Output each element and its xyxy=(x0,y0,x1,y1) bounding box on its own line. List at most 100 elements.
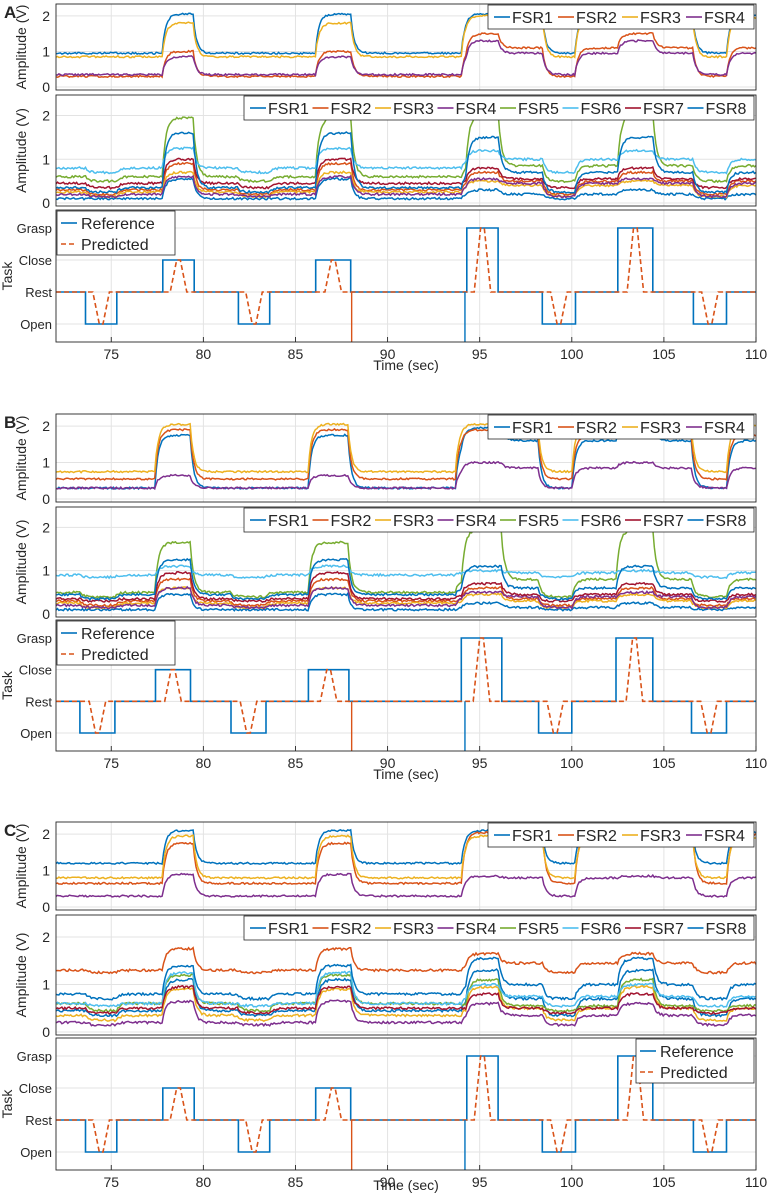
legend-box xyxy=(487,822,755,848)
panel-label: C xyxy=(4,821,16,840)
legend-label: FSR3 xyxy=(393,921,434,938)
legend-label: Reference xyxy=(660,1044,734,1061)
legend-label: FSR3 xyxy=(640,828,681,845)
subplot-fsr8: 0 1 2 Amplitude (V) FSR1 FSR2 FSR3 FSR4 FSR5 FSR6… xyxy=(13,94,757,211)
y-tick-label: 1 xyxy=(42,977,50,993)
y-tick-label: 1 xyxy=(42,863,50,879)
y-axis-label: Amplitude (V) xyxy=(13,416,29,501)
y-tick-label: 2 xyxy=(42,418,50,434)
x-tick-label: 80 xyxy=(196,1174,212,1190)
axes-box xyxy=(55,413,757,503)
legend-label: FSR7 xyxy=(643,101,684,118)
legend-label: FSR2 xyxy=(576,420,617,437)
x-tick-label: 75 xyxy=(103,755,119,771)
y-axis-label: Task xyxy=(0,1089,15,1119)
x-tick-label: 110 xyxy=(745,755,768,771)
series-fsr1 xyxy=(55,591,757,612)
legend-label: FSR7 xyxy=(643,513,684,530)
x-tick-label: 100 xyxy=(560,755,584,771)
x-tick-label: 110 xyxy=(745,346,768,362)
y-tick-label: 0 xyxy=(42,606,50,622)
y-tick-label: 0 xyxy=(42,899,50,915)
y-tick-label: Open xyxy=(20,726,52,741)
y-axis-label: Amplitude (V) xyxy=(13,108,29,193)
series-predicted xyxy=(56,1055,756,1153)
legend-label: FSR6 xyxy=(581,513,622,530)
y-tick-label: 2 xyxy=(42,108,50,124)
legend-box xyxy=(487,414,755,440)
x-tick-label: 90 xyxy=(380,755,396,771)
x-tick-label: 110 xyxy=(745,1174,768,1190)
x-tick-label: 100 xyxy=(560,1174,584,1190)
legend-label: FSR1 xyxy=(268,921,309,938)
series-fsr4 xyxy=(55,872,757,898)
y-axis-label: Amplitude (V) xyxy=(13,520,29,605)
series-fsr3 xyxy=(55,170,756,199)
subplot-fsr4: 0 1 2 Amplitude (V) FSR1 FSR2 FSR3 FSR4 xyxy=(13,821,757,915)
x-tick-label: 80 xyxy=(196,755,212,771)
series-fsr7 xyxy=(55,157,757,190)
legend-label: FSR1 xyxy=(268,101,309,118)
legend-box xyxy=(243,95,755,121)
legend-label: FSR4 xyxy=(456,101,497,118)
legend-label: FSR5 xyxy=(518,513,559,530)
x-tick-label: 95 xyxy=(472,1174,488,1190)
series-fsr2 xyxy=(55,946,757,975)
series-fsr3 xyxy=(55,984,757,1023)
axes-box xyxy=(55,619,757,752)
subplot-task: Open Rest Close Grasp Task Reference Predicted xyxy=(0,1037,757,1171)
x-tick-label: 85 xyxy=(288,346,304,362)
panel-B: B 0 1 2 Amplitude (V) FSR1 FSR2 FSR3 FSR4 0 1 2 Ampl… xyxy=(0,413,767,782)
y-tick-label: Rest xyxy=(25,694,52,709)
subplot-fsr4: 0 1 2 Amplitude (V) FSR1 FSR2 FSR3 FSR4 xyxy=(13,3,757,95)
series-fsr4 xyxy=(55,460,757,491)
series-fsr8 xyxy=(55,131,757,195)
legend-label: FSR2 xyxy=(331,101,372,118)
legend-label: FSR3 xyxy=(393,513,434,530)
y-tick-label: Close xyxy=(19,253,52,268)
series-fsr1 xyxy=(55,177,757,201)
y-axis-label: Amplitude (V) xyxy=(13,933,29,1018)
axes-box xyxy=(55,209,757,343)
legend-box xyxy=(56,620,176,666)
legend-label: FSR6 xyxy=(581,921,622,938)
y-tick-label: Open xyxy=(20,317,52,332)
panel-A: A 0 1 2 Amplitude (V) FSR1 FSR2 FSR3 FSR4 0 1 2 Ampl… xyxy=(0,3,767,373)
y-axis-label: Amplitude (V) xyxy=(13,824,29,909)
axes-box xyxy=(55,506,757,618)
legend-label: FSR6 xyxy=(581,101,622,118)
legend-label: FSR1 xyxy=(512,828,553,845)
series-fsr6 xyxy=(55,564,757,580)
y-axis-label: Amplitude (V) xyxy=(13,5,29,90)
y-tick-label: Close xyxy=(19,663,52,678)
series-fsr7 xyxy=(55,570,757,603)
legend-label: FSR8 xyxy=(706,921,747,938)
series-predicted xyxy=(56,227,756,325)
y-tick-label: 0 xyxy=(42,195,50,211)
y-axis-label: Task xyxy=(0,261,15,291)
y-tick-label: 1 xyxy=(42,151,50,167)
series-fsr7 xyxy=(55,984,757,1015)
y-tick-label: 2 xyxy=(42,929,50,945)
x-tick-label: 75 xyxy=(103,1174,119,1190)
legend-label: FSR4 xyxy=(704,10,745,27)
legend-label: FSR8 xyxy=(706,101,747,118)
series-predicted xyxy=(56,637,756,734)
panel-C: C 0 1 2 Amplitude (V) FSR1 FSR2 FSR3 FSR4 0 1 2 Ampl… xyxy=(0,821,767,1193)
legend-label: FSR4 xyxy=(704,420,745,437)
x-tick-label: 105 xyxy=(652,346,676,362)
legend-label: Reference xyxy=(81,216,155,233)
y-tick-label: 2 xyxy=(42,826,50,842)
legend-label: FSR3 xyxy=(393,101,434,118)
series-fsr5 xyxy=(55,111,757,184)
y-tick-label: 1 xyxy=(42,455,50,471)
axes-box xyxy=(55,821,757,911)
x-tick-label: 90 xyxy=(380,346,396,362)
y-tick-label: 1 xyxy=(42,43,50,59)
x-tick-label: 80 xyxy=(196,346,212,362)
x-tick-label: 105 xyxy=(652,1174,676,1190)
y-tick-label: 0 xyxy=(42,79,50,95)
x-tick-label: 90 xyxy=(380,1174,396,1190)
y-tick-label: Rest xyxy=(25,285,52,300)
